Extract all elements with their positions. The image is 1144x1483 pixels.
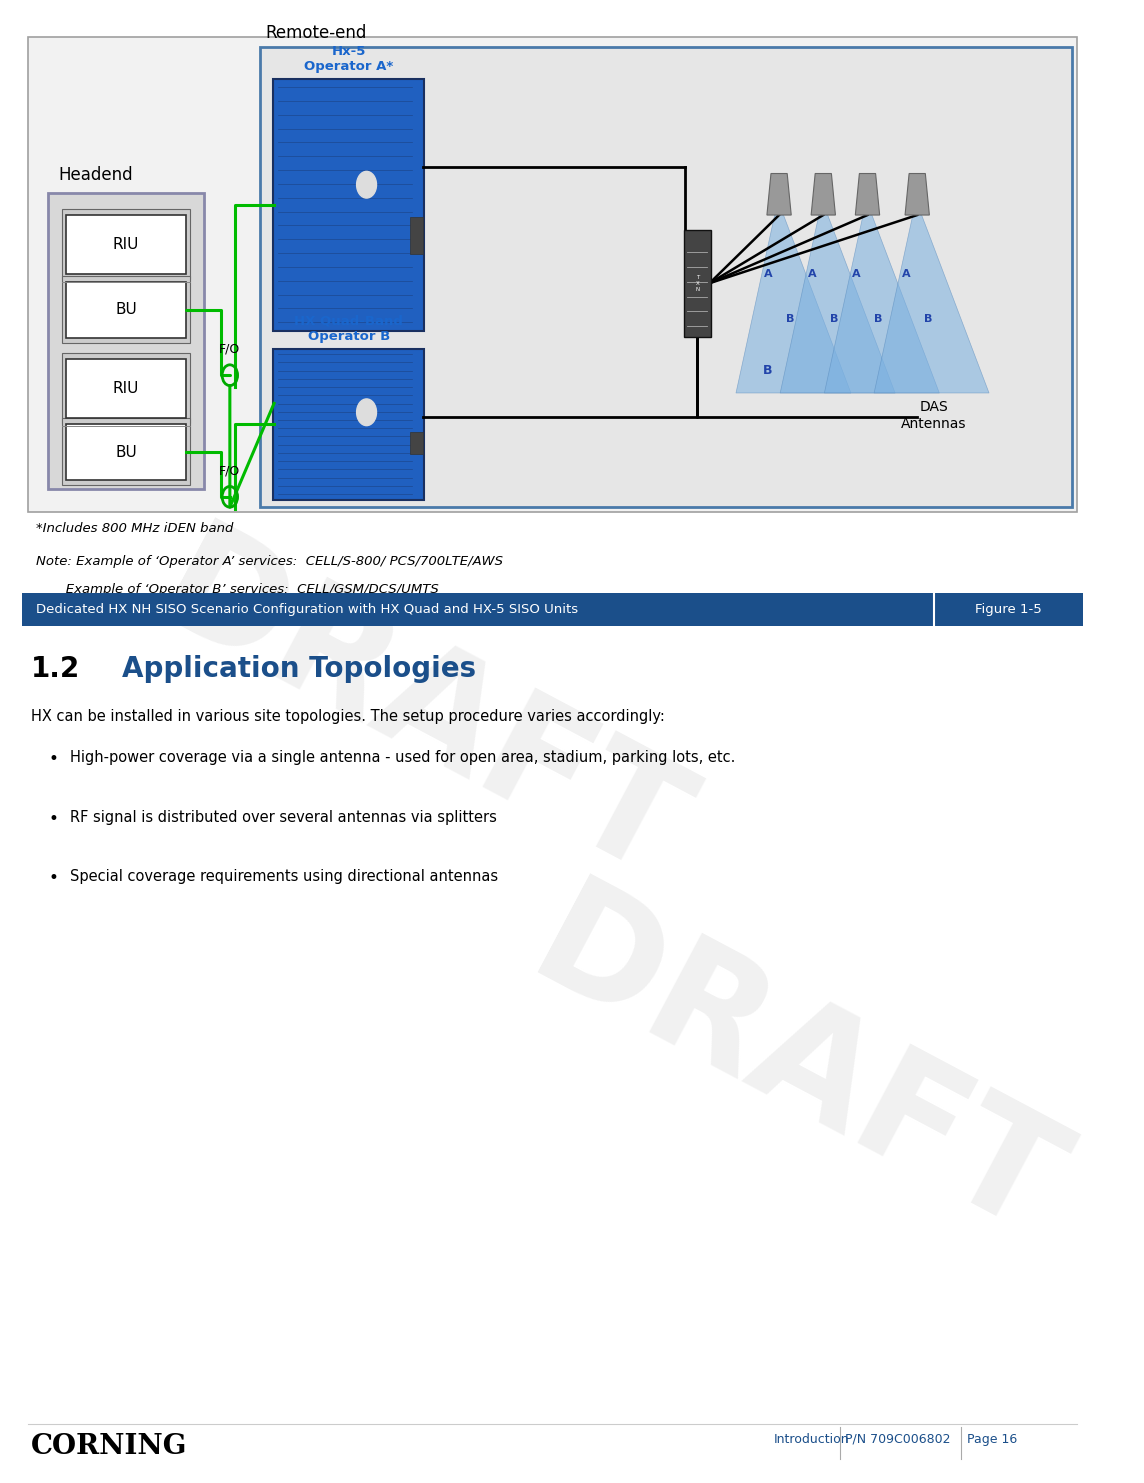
Text: Page 16: Page 16 <box>967 1433 1017 1446</box>
Text: P/N 709C006802: P/N 709C006802 <box>845 1433 951 1446</box>
Text: B: B <box>874 314 883 323</box>
FancyBboxPatch shape <box>62 209 190 279</box>
Text: Note: Example of ‘Operator A’ services:  CELL/S-800/ PCS/700LTE/AWS: Note: Example of ‘Operator A’ services: … <box>37 555 503 568</box>
Text: B: B <box>831 314 839 323</box>
Text: B: B <box>763 365 773 377</box>
FancyBboxPatch shape <box>48 193 205 489</box>
Text: HX Quad-Band
Operator B: HX Quad-Band Operator B <box>294 314 403 343</box>
Polygon shape <box>780 215 895 393</box>
Text: T
X
N: T X N <box>696 274 699 292</box>
FancyBboxPatch shape <box>684 230 710 337</box>
Text: BU: BU <box>116 303 137 317</box>
Text: A: A <box>764 270 772 279</box>
FancyBboxPatch shape <box>273 349 424 500</box>
Polygon shape <box>766 174 792 215</box>
Text: DRAFT: DRAFT <box>133 512 707 912</box>
Text: Headend: Headend <box>58 166 133 184</box>
Text: F/O: F/O <box>220 464 240 478</box>
FancyBboxPatch shape <box>22 593 1083 626</box>
FancyBboxPatch shape <box>62 418 190 485</box>
Text: F/O: F/O <box>220 343 240 356</box>
Text: •: • <box>48 869 58 887</box>
Text: RIU: RIU <box>113 237 140 252</box>
Text: RIU: RIU <box>113 381 140 396</box>
Text: High-power coverage via a single antenna - used for open area, stadium, parking : High-power coverage via a single antenna… <box>70 750 734 765</box>
Text: •: • <box>48 810 58 828</box>
Polygon shape <box>874 215 990 393</box>
Text: BU: BU <box>116 445 137 460</box>
Text: CORNING: CORNING <box>31 1433 188 1459</box>
FancyBboxPatch shape <box>260 47 1072 507</box>
FancyBboxPatch shape <box>410 432 423 454</box>
Text: A: A <box>901 270 911 279</box>
Polygon shape <box>736 215 851 393</box>
Text: Figure 1-5: Figure 1-5 <box>975 604 1042 615</box>
FancyBboxPatch shape <box>410 217 423 255</box>
Polygon shape <box>856 174 880 215</box>
FancyBboxPatch shape <box>27 37 1078 512</box>
FancyBboxPatch shape <box>66 215 185 274</box>
Polygon shape <box>905 174 929 215</box>
FancyBboxPatch shape <box>66 424 185 480</box>
Polygon shape <box>811 174 835 215</box>
Polygon shape <box>825 215 939 393</box>
Text: Hx-5
Operator A*: Hx-5 Operator A* <box>304 44 394 73</box>
Text: Introduction: Introduction <box>773 1433 849 1446</box>
FancyBboxPatch shape <box>66 282 185 338</box>
Text: B: B <box>924 314 932 323</box>
Text: DRAFT: DRAFT <box>508 868 1083 1268</box>
Text: Remote-end: Remote-end <box>265 24 366 42</box>
Text: DAS
Antennas: DAS Antennas <box>901 400 967 430</box>
Text: A: A <box>852 270 860 279</box>
Circle shape <box>357 399 376 426</box>
FancyBboxPatch shape <box>62 353 190 423</box>
FancyBboxPatch shape <box>66 359 185 418</box>
Circle shape <box>357 172 376 199</box>
Text: Application Topologies: Application Topologies <box>121 655 476 684</box>
Text: Special coverage requirements using directional antennas: Special coverage requirements using dire… <box>70 869 498 884</box>
Text: B: B <box>786 314 794 323</box>
FancyBboxPatch shape <box>62 276 190 343</box>
FancyBboxPatch shape <box>273 79 424 331</box>
Text: *Includes 800 MHz iDEN band: *Includes 800 MHz iDEN band <box>37 522 233 535</box>
Text: •: • <box>48 750 58 768</box>
Text: HX can be installed in various site topologies. The setup procedure varies accor: HX can be installed in various site topo… <box>31 709 665 724</box>
Text: Dedicated HX NH SISO Scenario Configuration with HX Quad and HX-5 SISO Units: Dedicated HX NH SISO Scenario Configurat… <box>37 604 579 615</box>
Text: RF signal is distributed over several antennas via splitters: RF signal is distributed over several an… <box>70 810 496 825</box>
Text: 1.2: 1.2 <box>31 655 80 684</box>
Text: Example of ‘Operator B’ services:  CELL/GSM/DCS/UMTS: Example of ‘Operator B’ services: CELL/G… <box>37 583 439 596</box>
Text: A: A <box>808 270 817 279</box>
